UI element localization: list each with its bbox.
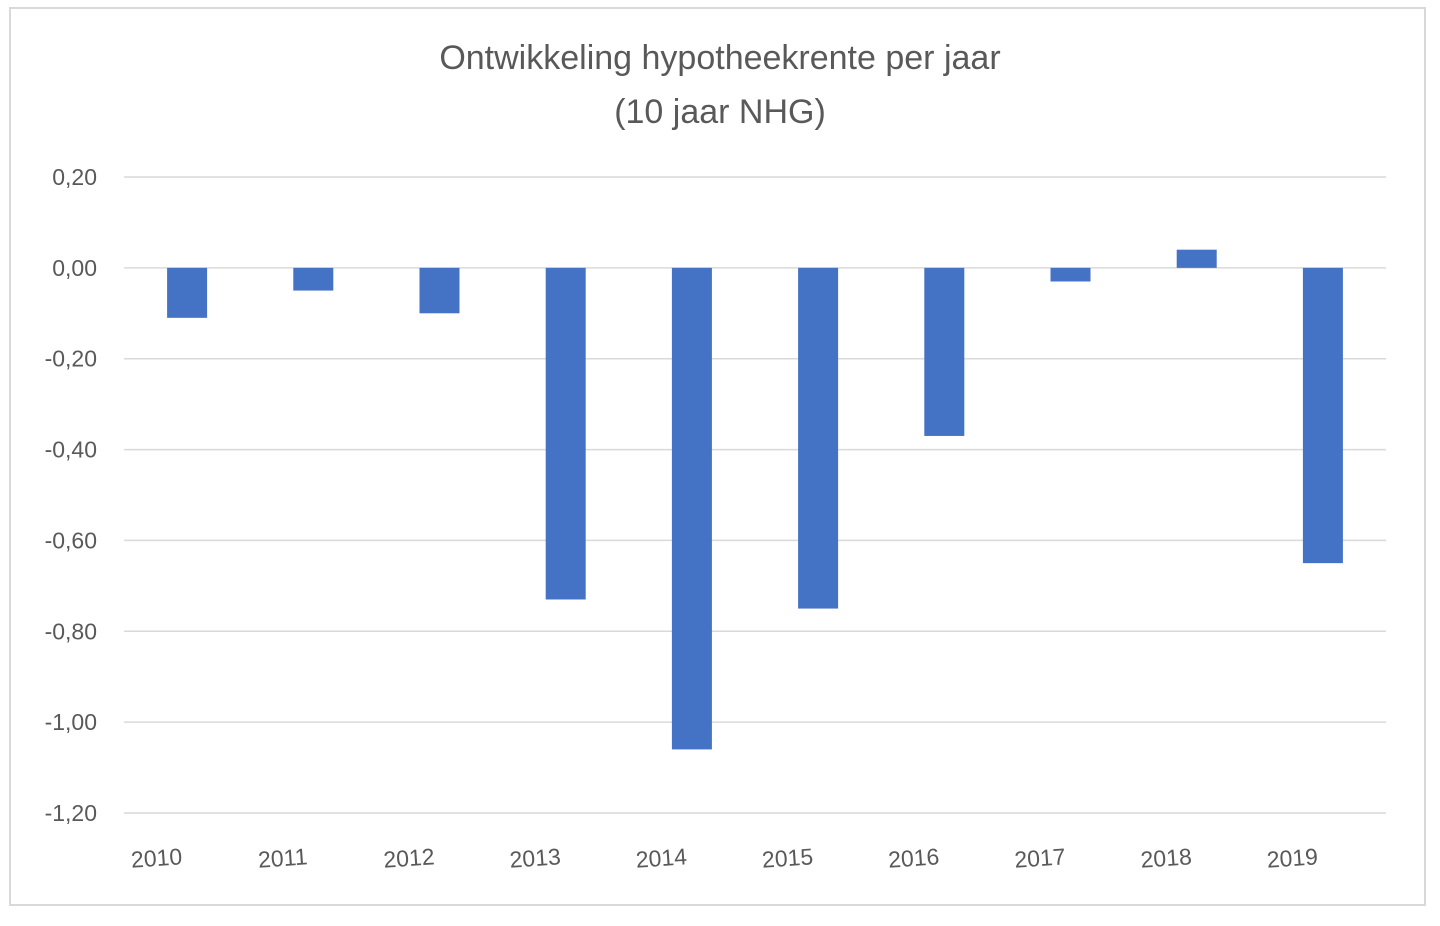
x-tick-label: 2013 [509, 843, 562, 873]
x-tick-label: 2011 [257, 843, 308, 872]
x-tick-label: 2019 [1266, 843, 1319, 873]
y-tick-label: -0,20 [45, 346, 97, 372]
chart-frame [9, 7, 1426, 906]
y-tick-label: -1,00 [45, 709, 97, 735]
y-tick-label: -0,60 [45, 527, 97, 553]
y-tick-label: 0,00 [52, 255, 97, 281]
bar [419, 267, 460, 314]
x-tick-label: 2010 [130, 843, 183, 873]
bar [1176, 249, 1217, 268]
chart-title-line-2: (10 jaar NHG) [614, 93, 826, 131]
x-tick-label: 2014 [635, 843, 688, 873]
y-tick-label: -0,40 [45, 437, 97, 463]
y-tick-label: 0,20 [52, 164, 97, 190]
bar [798, 267, 839, 609]
y-tick-label: -1,20 [45, 800, 97, 826]
bar [293, 267, 334, 291]
bar [545, 267, 586, 600]
x-tick-label: 2015 [761, 843, 814, 873]
bar [671, 267, 712, 750]
bar [167, 267, 208, 318]
bar [1302, 267, 1343, 564]
bar [924, 267, 965, 436]
y-tick-label: -0,80 [45, 618, 97, 644]
chart-title-line-1: Ontwikkeling hypotheekrente per jaar [439, 39, 1001, 77]
x-tick-label: 2012 [383, 843, 436, 873]
x-tick-label: 2017 [1014, 843, 1067, 873]
bar [1050, 267, 1091, 282]
x-tick-label: 2016 [887, 843, 940, 873]
x-tick-label: 2018 [1140, 843, 1193, 873]
